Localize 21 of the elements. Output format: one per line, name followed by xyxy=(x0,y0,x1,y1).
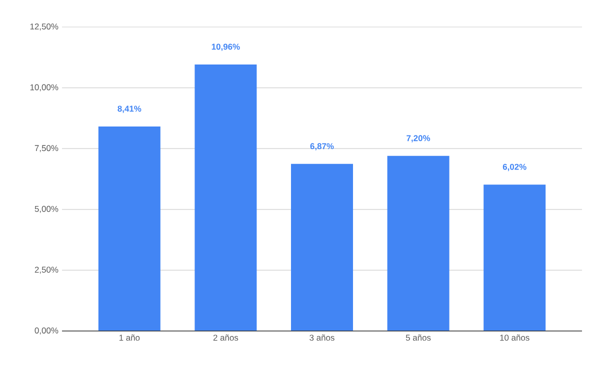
bar xyxy=(98,126,160,331)
bar xyxy=(194,64,257,331)
y-tick-label: 5,00% xyxy=(34,206,58,213)
x-tick-label: 3 años xyxy=(310,334,334,341)
y-tick-label: 0,00% xyxy=(34,328,58,334)
data-label: 7,20% xyxy=(406,135,430,142)
x-tick-label: 2 años xyxy=(213,334,238,341)
x-tick-label: 1 año xyxy=(119,334,140,341)
x-tick-label: 10 años xyxy=(500,334,530,341)
bar xyxy=(291,164,354,331)
data-label: 8,41% xyxy=(118,106,142,113)
data-label: 6,87% xyxy=(310,143,334,150)
y-tick-label: 7,50% xyxy=(34,145,58,152)
data-label: 10,96% xyxy=(212,44,240,51)
y-tick-label: 10,00% xyxy=(30,84,58,92)
y-tick-label: 2,50% xyxy=(34,266,58,274)
bar xyxy=(484,184,546,331)
data-label: 6,02% xyxy=(502,164,526,172)
x-tick-label: 5 años xyxy=(406,334,431,341)
y-tick-label: 12,50% xyxy=(30,24,58,30)
bar xyxy=(387,156,450,331)
